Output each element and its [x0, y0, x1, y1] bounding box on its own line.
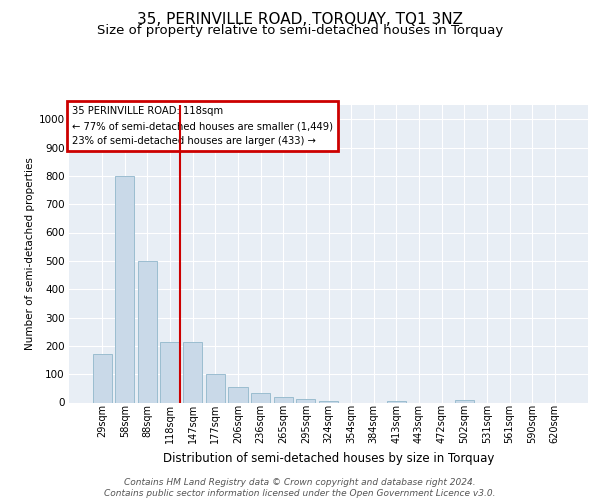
- Bar: [92, 354, 112, 403]
- Bar: [115, 176, 134, 402]
- Bar: [387, 400, 406, 402]
- Text: 35 PERINVILLE ROAD: 118sqm
← 77% of semi-detached houses are smaller (1,449)
23%: 35 PERINVILLE ROAD: 118sqm ← 77% of semi…: [71, 106, 332, 146]
- Bar: [160, 342, 180, 402]
- X-axis label: Distribution of semi-detached houses by size in Torquay: Distribution of semi-detached houses by …: [163, 452, 494, 464]
- Bar: [138, 261, 157, 402]
- Bar: [183, 342, 202, 402]
- Bar: [251, 392, 270, 402]
- Bar: [274, 397, 293, 402]
- Bar: [296, 399, 316, 402]
- Bar: [455, 400, 474, 402]
- Bar: [229, 387, 248, 402]
- Bar: [206, 374, 225, 402]
- Y-axis label: Number of semi-detached properties: Number of semi-detached properties: [25, 158, 35, 350]
- Text: Contains HM Land Registry data © Crown copyright and database right 2024.
Contai: Contains HM Land Registry data © Crown c…: [104, 478, 496, 498]
- Text: Size of property relative to semi-detached houses in Torquay: Size of property relative to semi-detach…: [97, 24, 503, 37]
- Bar: [319, 401, 338, 402]
- Text: 35, PERINVILLE ROAD, TORQUAY, TQ1 3NZ: 35, PERINVILLE ROAD, TORQUAY, TQ1 3NZ: [137, 12, 463, 28]
